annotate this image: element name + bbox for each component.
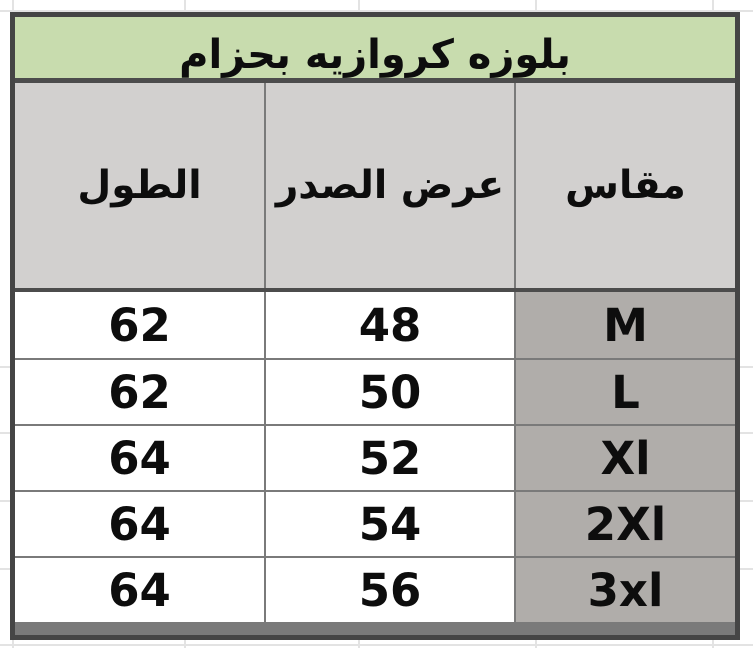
length-cell[interactable]: 64 [15, 558, 264, 622]
header-cell-length[interactable]: الطول [15, 83, 264, 288]
size-cell[interactable]: M [516, 292, 735, 358]
size-cell[interactable]: Xl [516, 426, 735, 490]
chest-width-cell[interactable]: 50 [264, 360, 516, 424]
table-row: 62 50 L [15, 358, 735, 424]
table-title-cell[interactable]: بلوزه كروازيه بحزام [15, 17, 735, 83]
table-row: 64 56 3xl [15, 556, 735, 622]
size-cell[interactable]: L [516, 360, 735, 424]
chest-width-cell[interactable]: 48 [264, 292, 516, 358]
length-cell[interactable]: 64 [15, 426, 264, 490]
header-cell-chest-width[interactable]: عرض الصدر [264, 83, 516, 288]
length-cell[interactable]: 62 [15, 360, 264, 424]
header-cell-size[interactable]: مقاس [516, 83, 735, 288]
size-cell[interactable]: 2Xl [516, 492, 735, 556]
chest-width-cell[interactable]: 54 [264, 492, 516, 556]
chest-width-cell[interactable]: 56 [264, 558, 516, 622]
length-cell[interactable]: 62 [15, 292, 264, 358]
table-row: 62 48 M [15, 292, 735, 358]
table-row: 64 54 2Xl [15, 490, 735, 556]
table-row: 64 52 Xl [15, 424, 735, 490]
header-row: الطول عرض الصدر مقاس [15, 83, 735, 292]
chest-width-cell[interactable]: 52 [264, 426, 516, 490]
gridline [0, 10, 753, 12]
size-chart-table: بلوزه كروازيه بحزام الطول عرض الصدر مقاس… [10, 12, 740, 640]
gridline [0, 644, 753, 646]
length-cell[interactable]: 64 [15, 492, 264, 556]
size-cell[interactable]: 3xl [516, 558, 735, 622]
